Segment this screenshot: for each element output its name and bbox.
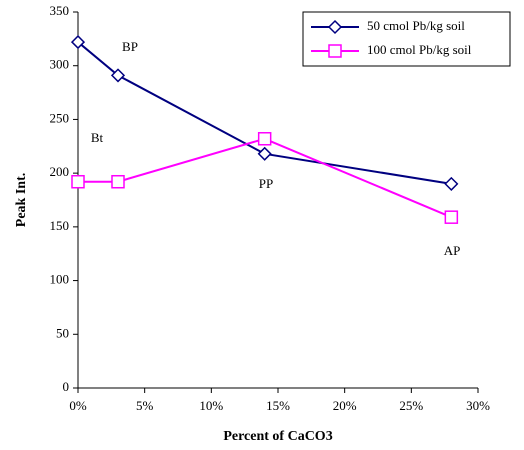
legend-label: 100 cmol Pb/kg soil: [367, 42, 472, 57]
y-tick-label: 50: [56, 325, 69, 340]
x-tick-label: 30%: [466, 398, 490, 413]
y-tick-label: 250: [50, 110, 70, 125]
marker: [70, 35, 86, 50]
marker: [110, 68, 126, 83]
y-tick-label: 350: [50, 3, 70, 18]
y-tick-label: 0: [63, 379, 70, 394]
y-tick-label: 200: [50, 164, 70, 179]
annotation: Bt: [91, 130, 104, 145]
marker: [111, 174, 125, 189]
x-tick-label: 5%: [136, 398, 154, 413]
y-tick-label: 100: [50, 272, 70, 287]
x-tick-label: 15%: [266, 398, 290, 413]
x-axis-title: Percent of CaCO3: [223, 429, 332, 444]
y-tick-label: 150: [50, 218, 70, 233]
legend-marker: [327, 19, 343, 35]
x-tick-label: 20%: [333, 398, 357, 413]
y-axis-title: Peak Int.: [14, 173, 29, 227]
annotation: BP: [122, 39, 138, 54]
series-line: [77, 41, 452, 185]
legend-marker: [328, 44, 342, 58]
y-tick-label: 300: [50, 57, 70, 72]
annotation: AP: [444, 243, 461, 258]
marker: [444, 176, 459, 191]
legend-label: 50 cmol Pb/kg soil: [367, 18, 465, 33]
x-tick-label: 10%: [199, 398, 223, 413]
annotation: PP: [259, 176, 273, 191]
x-tick-label: 25%: [399, 398, 423, 413]
series-line: [78, 137, 452, 219]
marker: [71, 174, 85, 189]
x-tick-label: 0%: [69, 398, 87, 413]
marker: [444, 210, 459, 224]
marker: [257, 146, 272, 161]
marker: [257, 132, 272, 146]
